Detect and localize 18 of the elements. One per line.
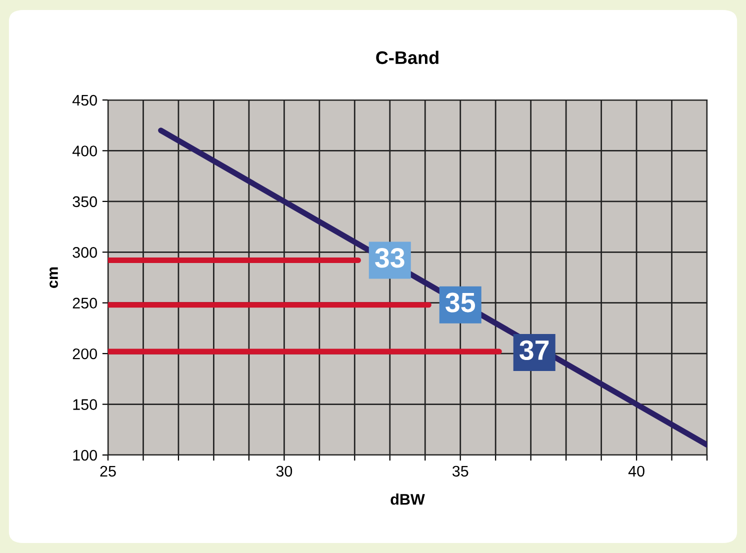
y-tick-label: 150 <box>73 399 97 410</box>
x-tick-label: 35 <box>452 466 468 477</box>
annotation: 35 <box>446 292 476 312</box>
y-tick-label: 200 <box>72 348 97 360</box>
y-tick-label: 400 <box>72 146 97 156</box>
annotation: 37 <box>520 340 549 360</box>
x-axis-title: dBW <box>390 494 425 505</box>
y-tick-label: 250 <box>72 298 97 309</box>
y-axis-title: cm <box>50 267 58 288</box>
x-tick-label: 30 <box>276 466 292 477</box>
y-tick-label: 450 <box>72 94 97 106</box>
x-tick-label: 25 <box>100 466 116 477</box>
x-tick-label: 40 <box>628 466 644 477</box>
y-tick-label: 300 <box>72 247 97 258</box>
chart-title: C-Band <box>376 50 438 64</box>
y-tick-label: 350 <box>72 196 97 208</box>
y-tick-label: 100 <box>73 450 97 461</box>
annotation: 33 <box>375 248 404 268</box>
